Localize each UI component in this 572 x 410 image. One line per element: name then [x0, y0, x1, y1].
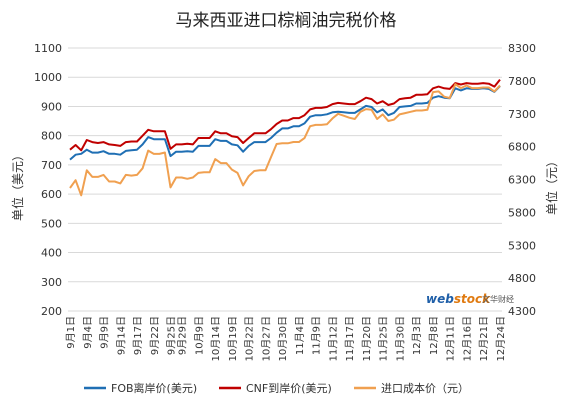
- x-tick-label: 10月14日: [210, 316, 222, 361]
- y-right-tick-label: 7800: [508, 75, 536, 88]
- chart-title: 马来西亚进口棕榈油完税价格: [176, 11, 397, 31]
- y-axis-left: 200 300 400 500 600 700 800 900 1000 1100: [34, 42, 62, 318]
- x-tick-label: 10月30日: [277, 316, 289, 361]
- y-right-tick-label: 7300: [508, 108, 536, 121]
- x-tick-label: 11月20日: [361, 316, 373, 361]
- x-tick-label: 11月17日: [344, 316, 356, 361]
- webstock-logo: webstock 文华财经: [426, 292, 514, 306]
- y-left-tick-label: 700: [41, 159, 62, 172]
- y-left-tick-label: 300: [41, 276, 62, 289]
- series-line-1: [69, 85, 501, 161]
- x-tick-label: 9月22日: [149, 316, 161, 355]
- y-left-tick-label: 500: [41, 217, 62, 230]
- y-axis-right-label: 单位（元）: [544, 155, 559, 215]
- y-right-tick-label: 4300: [508, 305, 536, 318]
- x-tick-label: 11月25日: [378, 316, 390, 361]
- y-left-tick-label: 900: [41, 100, 62, 113]
- x-tick-label: 11月30日: [394, 316, 406, 361]
- legend: FOB离岸价(美元) CNF到岸价(美元) 进口成本价（元）: [84, 381, 469, 395]
- x-tick-label: 12月24日: [495, 316, 507, 361]
- y-axis-left-label: 单位（美元）: [10, 149, 25, 221]
- series-line-2: [69, 78, 501, 152]
- series-line-3: [69, 83, 501, 197]
- legend-label: CNF到岸价(美元): [246, 382, 332, 395]
- x-tick-label: 12月16日: [461, 316, 473, 361]
- y-left-tick-label: 400: [41, 247, 62, 260]
- x-tick-label: 9月25日: [166, 316, 178, 355]
- gridlines: [68, 47, 502, 312]
- x-tick-label: 10月9日: [193, 316, 205, 355]
- watermark-brand: webstock: [426, 292, 491, 306]
- y-left-tick-label: 1100: [34, 42, 62, 55]
- y-right-tick-label: 4800: [508, 272, 536, 285]
- x-tick-label: 9月1日: [65, 316, 77, 349]
- x-tick-label: 11月12日: [327, 316, 339, 361]
- x-tick-label: 9月9日: [99, 316, 111, 349]
- y-left-tick-label: 600: [41, 188, 62, 201]
- series-lines: [69, 78, 501, 197]
- x-tick-label: 9月17日: [132, 316, 144, 355]
- x-tick-label: 11月4日: [294, 316, 306, 355]
- y-left-tick-label: 800: [41, 130, 62, 143]
- x-tick-label: 12月8日: [428, 316, 440, 355]
- y-left-tick-label: 200: [41, 305, 62, 318]
- x-axis: 9月1日 9月4日 9月9日 9月14日 9月17日 9月22日 9月25日 9月29日 10月…: [65, 316, 507, 361]
- legend-label: FOB离岸价(美元): [111, 381, 197, 395]
- x-tick-label: 9月29日: [177, 316, 189, 355]
- watermark-sub: 文华财经: [482, 294, 514, 304]
- y-right-tick-label: 5800: [508, 206, 536, 219]
- legend-label: 进口成本价（元）: [381, 381, 469, 395]
- y-right-tick-label: 6300: [508, 174, 536, 187]
- y-right-tick-label: 6800: [508, 141, 536, 154]
- y-axis-right: 4300 4800 5300 5800 6300 6800 7300 7800 8300: [508, 42, 536, 318]
- x-tick-label: 12月3日: [411, 316, 423, 355]
- x-tick-label: 9月4日: [82, 316, 94, 349]
- y-right-tick-label: 5300: [508, 239, 536, 252]
- x-tick-label: 9月14日: [115, 316, 127, 355]
- x-tick-label: 11月9日: [311, 316, 323, 355]
- x-tick-label: 12月21日: [478, 316, 490, 361]
- x-tick-label: 10月19日: [227, 316, 239, 361]
- y-left-tick-label: 1000: [34, 71, 62, 84]
- x-tick-label: 10月22日: [244, 316, 256, 361]
- y-right-tick-label: 8300: [508, 42, 536, 55]
- x-tick-label: 10月27日: [260, 316, 272, 361]
- x-tick-label: 12月11日: [445, 316, 457, 361]
